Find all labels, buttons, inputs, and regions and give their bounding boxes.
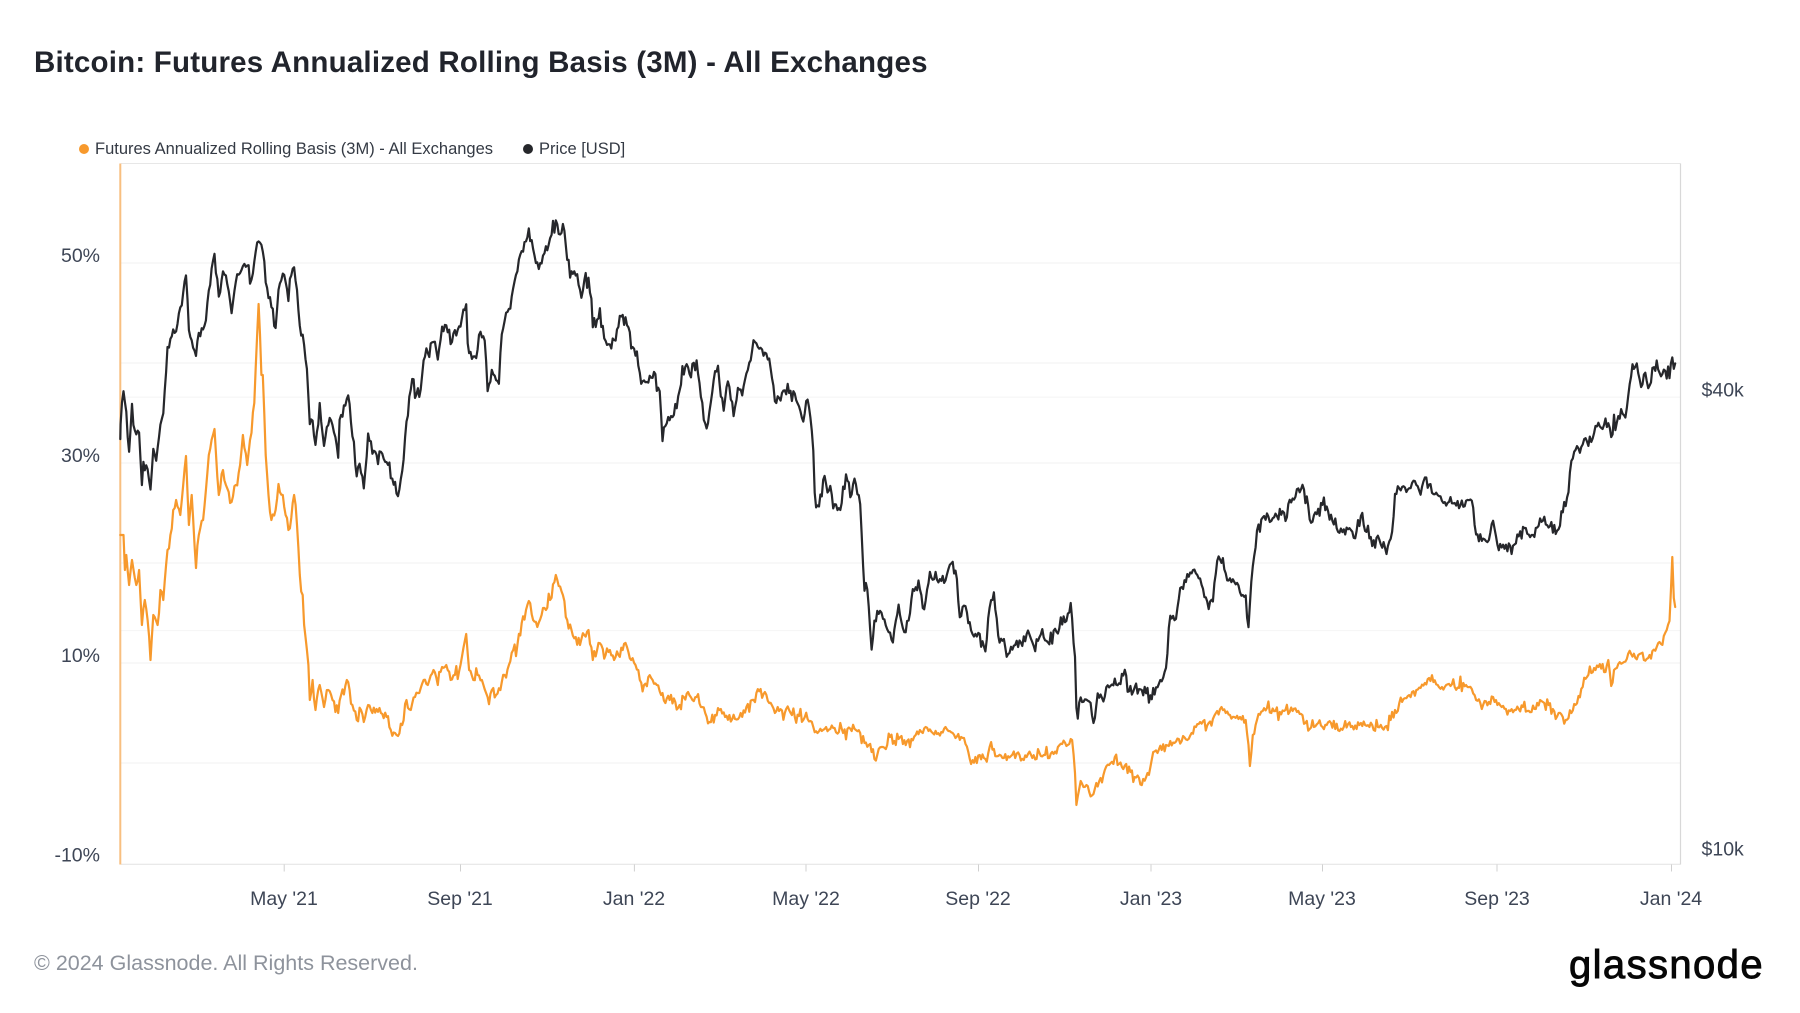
svg-text:Sep '21: Sep '21: [427, 888, 493, 910]
svg-text:May '21: May '21: [250, 888, 318, 910]
svg-text:Jan '24: Jan '24: [1640, 888, 1702, 910]
svg-text:Jan '22: Jan '22: [603, 888, 665, 910]
svg-text:May '22: May '22: [772, 888, 840, 910]
svg-text:Sep '23: Sep '23: [1464, 888, 1530, 910]
svg-text:10%: 10%: [61, 645, 100, 667]
svg-text:Jan '23: Jan '23: [1120, 888, 1182, 910]
svg-text:$40k: $40k: [1702, 380, 1745, 402]
svg-text:May '23: May '23: [1288, 888, 1356, 910]
svg-text:50%: 50%: [61, 245, 100, 267]
svg-text:-10%: -10%: [54, 845, 100, 867]
svg-text:$10k: $10k: [1702, 838, 1745, 860]
svg-text:Sep '22: Sep '22: [945, 888, 1011, 910]
svg-text:30%: 30%: [61, 445, 100, 467]
